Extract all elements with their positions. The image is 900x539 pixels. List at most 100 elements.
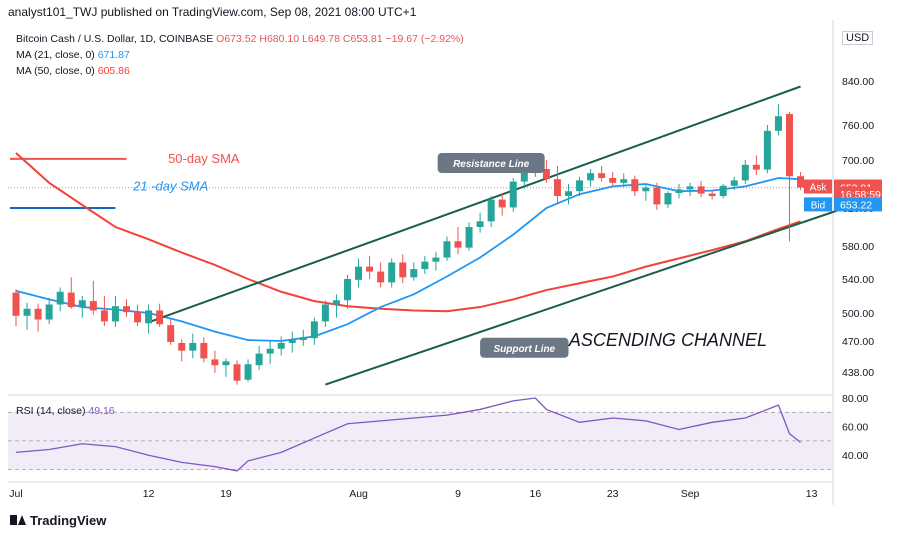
tradingview-logo-icon xyxy=(10,515,26,525)
candle-body xyxy=(310,321,318,339)
time-axis-tick-label: 16 xyxy=(530,488,542,500)
price-axis-tick-label: 760.00 xyxy=(842,120,874,132)
rsi-line xyxy=(15,397,801,472)
candle-body xyxy=(664,193,672,205)
candle-body xyxy=(277,342,285,349)
candle-body xyxy=(211,359,219,366)
candle-body xyxy=(56,291,64,305)
open-value: O673.52 xyxy=(216,33,257,45)
candle-body xyxy=(642,187,650,192)
price-axis-tick-label: 580.00 xyxy=(842,241,874,253)
ma21-line xyxy=(15,177,801,342)
candle-body xyxy=(366,266,374,272)
price-tag xyxy=(834,197,882,212)
candle-body xyxy=(587,173,595,181)
candle-body xyxy=(45,304,53,320)
ma50-label: MA (50, close, 0) xyxy=(16,65,95,77)
candle-body xyxy=(509,181,517,208)
time-axis-tick-label: 23 xyxy=(607,488,619,500)
candle-body xyxy=(23,308,31,316)
rsi-axis-tick-label: 60.00 xyxy=(842,422,868,434)
candle-body xyxy=(222,361,230,366)
candle-body xyxy=(12,292,20,316)
candle-body xyxy=(189,342,197,351)
time-axis-tick-label: 9 xyxy=(455,488,461,500)
price-axis-tick-label: 470.00 xyxy=(842,336,874,348)
ma50-value: 605.86 xyxy=(97,65,130,77)
price-axis-tick-label: 840.00 xyxy=(842,76,874,88)
candle-body xyxy=(299,337,307,341)
time-axis-tick-label: Jul xyxy=(9,488,22,500)
candle-body xyxy=(797,176,805,188)
candle-body xyxy=(145,310,153,324)
candle-body xyxy=(565,191,572,196)
price-axis-tick-label: 700.00 xyxy=(842,155,874,167)
candle-body xyxy=(432,257,440,262)
legend: Bitcoin Cash / U.S. Dollar, 1D, COINBASE… xyxy=(16,31,464,79)
time-axis-tick-label: 13 xyxy=(806,488,818,500)
ma21-label: MA (21, close, 0) xyxy=(16,49,95,61)
candle-body xyxy=(443,241,451,258)
candle-body xyxy=(553,179,561,196)
candle-body xyxy=(134,312,142,323)
candle-body xyxy=(454,241,462,248)
candle-body xyxy=(697,186,705,194)
price-tag-side xyxy=(804,179,832,194)
candle-body xyxy=(200,342,208,359)
time-axis-tick-label: Sep xyxy=(681,488,700,500)
support-line xyxy=(325,207,846,386)
candle-body xyxy=(542,169,550,180)
candle-body xyxy=(774,116,782,131)
change-value: −19.67 (−2.92%) xyxy=(385,33,464,45)
publisher-header: analyst101_TWJ published on TradingView.… xyxy=(8,5,417,19)
rsi-axis-tick-label: 40.00 xyxy=(842,450,868,462)
candle-body xyxy=(476,221,484,227)
rsi-axis-tick-label: 80.00 xyxy=(842,393,868,405)
candle-body xyxy=(520,170,528,182)
high-value: H680.10 xyxy=(259,33,300,45)
candle-body xyxy=(708,193,716,196)
annotation-label-text: Support Line xyxy=(493,344,555,355)
low-value: L649.78 xyxy=(302,33,340,45)
candle-body xyxy=(266,348,274,354)
candle-body xyxy=(377,271,385,283)
candle-body xyxy=(763,130,771,170)
price-tag-side-text: Ask xyxy=(810,183,828,194)
candle-body xyxy=(653,187,661,205)
candle-body xyxy=(730,180,738,186)
candle-body xyxy=(255,353,263,366)
annotation-label-box xyxy=(480,337,569,358)
candle-body xyxy=(344,279,351,301)
legend-ma50-row: MA (50, close, 0) 605.86 xyxy=(16,63,464,79)
price-axis-tick-label: 500.00 xyxy=(842,308,874,320)
candle-body xyxy=(321,304,329,322)
candle-body xyxy=(244,364,252,380)
sma-annotation-text: 21 -day SMA xyxy=(132,178,208,193)
price-tag-side-text: Bid xyxy=(811,200,825,211)
candle-body xyxy=(89,301,97,311)
time-axis-tick-label: 12 xyxy=(143,488,155,500)
candle-body xyxy=(598,173,606,178)
candle-body xyxy=(332,300,340,305)
price-tag-text: 653.22 xyxy=(840,199,872,211)
rsi-legend: RSI (14, close) 49.16 xyxy=(16,405,115,417)
candle-body xyxy=(498,199,506,208)
annotation-label-box xyxy=(437,153,545,173)
candle-body xyxy=(620,179,628,183)
price-tag-side xyxy=(804,197,832,212)
candle-body xyxy=(786,114,793,177)
ascending-channel-label: ASCENDING CHANNEL xyxy=(568,330,767,350)
rsi-label: RSI (14, close) xyxy=(16,405,86,417)
candle-body xyxy=(741,164,749,181)
ma50-line xyxy=(15,152,801,313)
candle-body xyxy=(388,262,396,283)
candle-body xyxy=(111,306,119,322)
candle-body xyxy=(100,310,108,322)
candle-body xyxy=(410,269,418,278)
rsi-value: 49.16 xyxy=(88,405,115,417)
candle-body xyxy=(78,300,86,308)
candle-body xyxy=(609,178,617,183)
legend-symbol-row: Bitcoin Cash / U.S. Dollar, 1D, COINBASE… xyxy=(16,31,464,47)
currency-selector[interactable]: USD xyxy=(842,31,874,45)
